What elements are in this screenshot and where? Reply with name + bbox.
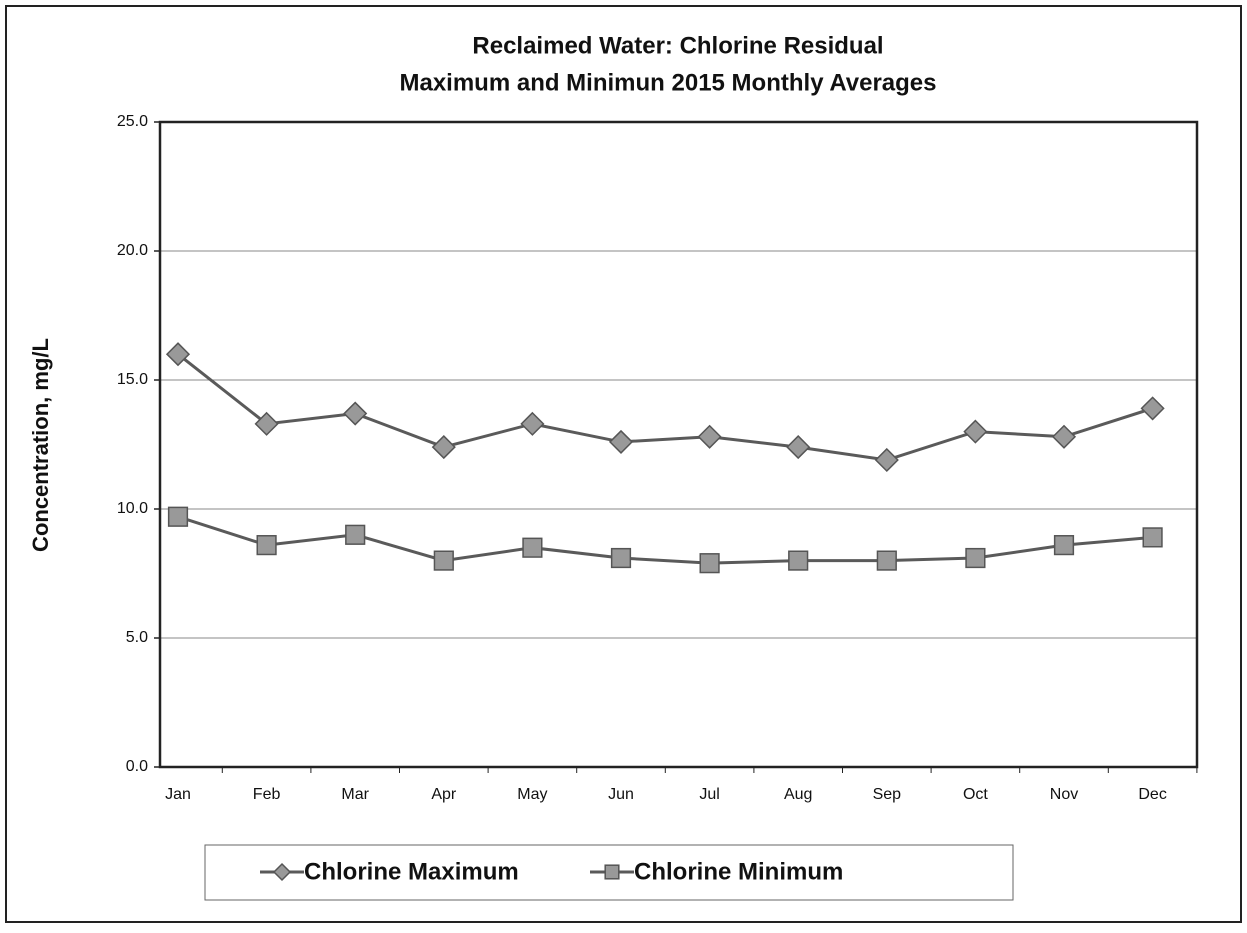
x-tick-label: Dec	[1138, 786, 1166, 803]
chart-title: Reclaimed Water: Chlorine Residual	[472, 32, 883, 59]
data-point	[254, 411, 279, 436]
data-point	[786, 435, 811, 460]
x-tick-label: Sep	[873, 786, 902, 803]
x-tick-label: Jan	[165, 786, 191, 803]
data-point	[167, 506, 189, 527]
data-point	[697, 424, 722, 449]
y-tick-label: 20.0	[117, 242, 148, 259]
y-tick-label: 0.0	[126, 758, 148, 775]
data-point	[874, 447, 899, 473]
data-point	[963, 419, 988, 444]
x-tick-label: Nov	[1050, 786, 1078, 803]
y-tick-label: 10.0	[117, 500, 148, 517]
y-tick-label: 15.0	[117, 371, 148, 388]
data-point	[876, 550, 897, 571]
x-tick-label: Apr	[431, 786, 457, 803]
chart-frame	[5, 5, 1242, 923]
legend-label: Chlorine Maximum	[304, 858, 519, 885]
data-point	[1140, 396, 1165, 421]
chart-subtitle: Maximum and Minimun 2015 Monthly Average…	[399, 69, 936, 96]
x-tick-label: May	[517, 786, 547, 803]
data-point	[610, 547, 632, 569]
data-point	[165, 342, 191, 367]
series-line	[177, 515, 1153, 565]
legend-marker	[272, 862, 292, 882]
x-tick-label: Jul	[699, 786, 719, 803]
data-point	[1051, 424, 1077, 449]
y-tick-label: 5.0	[126, 629, 148, 646]
data-point	[520, 411, 545, 436]
x-tick-label: Feb	[253, 786, 281, 803]
data-point	[965, 547, 986, 569]
plot-frame	[158, 120, 1199, 769]
data-point	[788, 550, 809, 571]
x-tick-label: Mar	[341, 786, 369, 803]
data-point	[1053, 535, 1075, 556]
x-tick-label: Aug	[784, 786, 812, 803]
legend-marker	[604, 864, 620, 880]
data-point	[433, 550, 454, 571]
y-tick-label: 25.0	[117, 113, 148, 130]
data-point	[608, 429, 634, 454]
data-point	[431, 435, 456, 460]
legend-label: Chlorine Minimum	[634, 858, 843, 885]
data-point	[699, 553, 720, 574]
x-tick-label: Oct	[963, 786, 988, 803]
data-point	[345, 524, 366, 545]
data-point	[1142, 527, 1163, 548]
data-point	[256, 535, 277, 556]
series-line	[177, 353, 1154, 462]
y-axis-label: Concentration, mg/L	[28, 338, 53, 552]
data-point	[522, 537, 543, 558]
x-tick-label: Jun	[608, 786, 634, 803]
data-point	[343, 401, 368, 426]
